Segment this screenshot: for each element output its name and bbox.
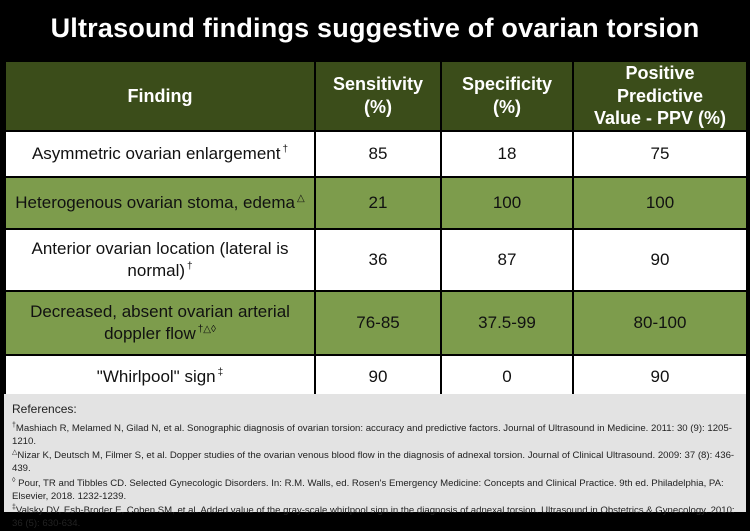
- specificity-cell: 18: [440, 129, 574, 178]
- finding-cell: "Whirlpool" sign ‡: [4, 353, 316, 400]
- footnote-mark: †△◊: [197, 323, 216, 335]
- header-specificity: Specificity (%): [440, 60, 574, 132]
- reference-item: †Mashiach R, Melamed N, Gilad N, et al. …: [12, 421, 732, 447]
- sensitivity-cell: 76-85: [314, 289, 442, 356]
- finding-cell: Heterogenous ovarian stoma, edema △: [4, 175, 316, 230]
- ppv-cell: 75: [572, 129, 748, 178]
- footnote-mark: ‡: [217, 367, 224, 379]
- specificity-cell: 87: [440, 227, 574, 292]
- finding-cell: Decreased, absent ovarian arterial doppl…: [4, 289, 316, 356]
- table-row: Decreased, absent ovarian arterial doppl…: [4, 289, 748, 356]
- findings-table: Finding Sensitivity (%) Specificity (%) Po…: [4, 60, 748, 400]
- sensitivity-cell: 90: [314, 353, 442, 400]
- finding-cell: Anterior ovarian location (lateral is no…: [4, 227, 316, 292]
- infographic: Ultrasound findings suggestive of ovaria…: [4, 12, 748, 530]
- table-row: Heterogenous ovarian stoma, edema △ 21 10…: [4, 175, 748, 230]
- footnote-mark: †: [282, 144, 289, 156]
- specificity-cell: 100: [440, 175, 574, 230]
- specificity-cell: 0: [440, 353, 574, 400]
- page-title: Ultrasound findings suggestive of ovaria…: [50, 12, 700, 43]
- sensitivity-cell: 21: [314, 175, 442, 230]
- table-row: Asymmetric ovarian enlargement † 85 18 75: [4, 129, 748, 178]
- sensitivity-cell: 36: [314, 227, 442, 292]
- header-ppv: Positive Predictive Value - PPV (%): [572, 60, 748, 132]
- specificity-cell: 37.5-99: [440, 289, 574, 356]
- table-row: "Whirlpool" sign ‡ 90 0 90: [4, 353, 748, 400]
- finding-cell: Asymmetric ovarian enlargement †: [4, 129, 316, 178]
- sensitivity-cell: 85: [314, 129, 442, 178]
- ppv-cell: 90: [572, 227, 748, 292]
- ppv-cell: 80-100: [572, 289, 748, 356]
- reference-item: ‡Valsky DV, Esh-Broder E, Cohen SM, et a…: [12, 504, 735, 530]
- header-finding: Finding: [4, 60, 316, 132]
- reference-item: △Nizar K, Deutsch M, Filmer S, et al. Do…: [12, 449, 735, 475]
- ppv-cell: 100: [572, 175, 748, 230]
- footnote-mark: △: [297, 193, 305, 205]
- header-sensitivity: Sensitivity (%): [314, 60, 442, 132]
- references-heading: References:: [12, 402, 77, 416]
- table-header-row: Finding Sensitivity (%) Specificity (%) Po…: [4, 60, 748, 132]
- table-row: Anterior ovarian location (lateral is no…: [4, 227, 748, 292]
- reference-item: ◊ Pour, TR and Tibbles CD. Selected Gyne…: [12, 476, 724, 502]
- footnote-mark: †: [187, 260, 193, 272]
- ppv-cell: 90: [572, 353, 748, 400]
- references-panel: References: †Mashiach R, Melamed N, Gila…: [4, 394, 746, 529]
